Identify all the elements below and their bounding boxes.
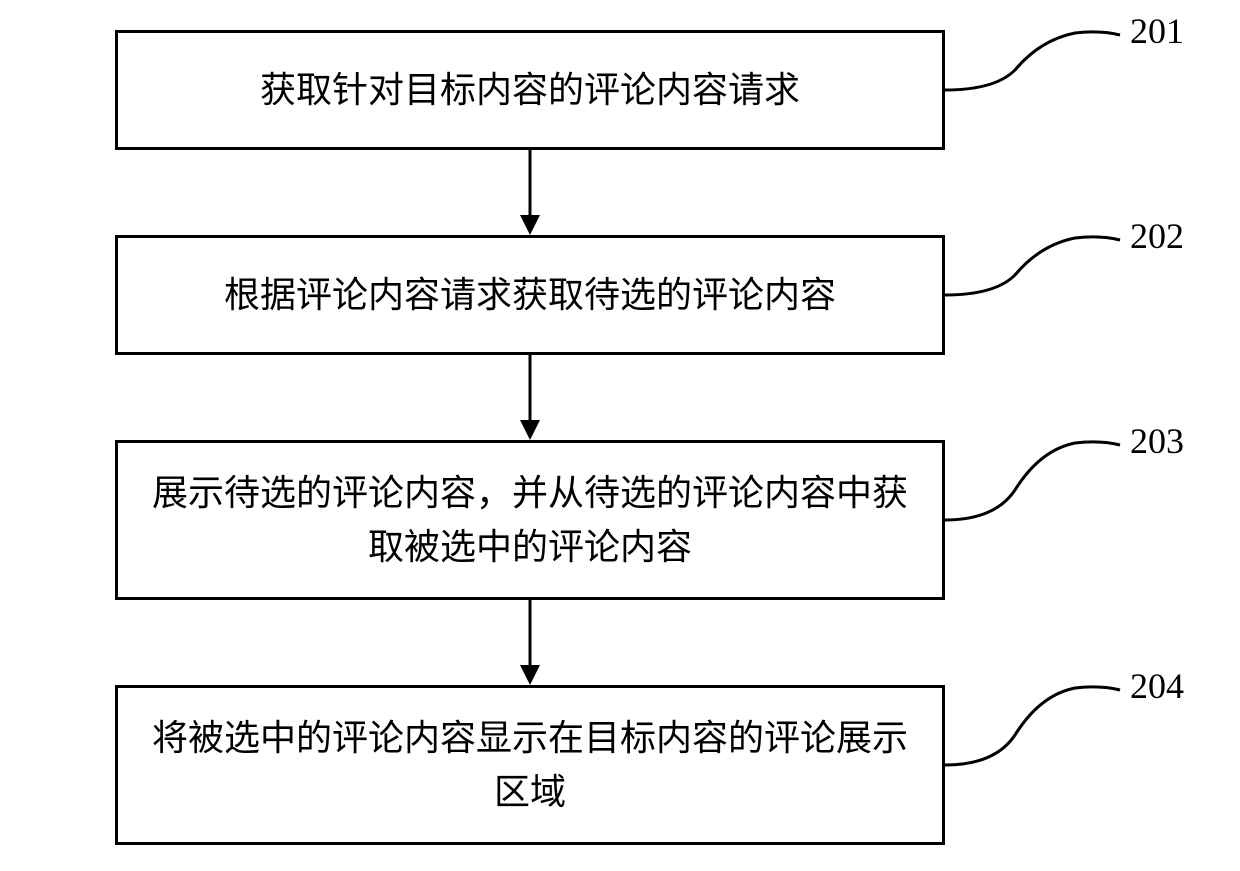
flow-step-203-text: 展示待选的评论内容，并从待选的评论内容中获取被选中的评论内容 bbox=[148, 466, 912, 574]
flow-step-204: 将被选中的评论内容显示在目标内容的评论展示区域 bbox=[115, 685, 945, 845]
curly-connector-203 bbox=[945, 425, 1125, 550]
step-label-202: 202 bbox=[1130, 215, 1184, 257]
flow-step-202: 根据评论内容请求获取待选的评论内容 bbox=[115, 235, 945, 355]
flow-step-201: 获取针对目标内容的评论内容请求 bbox=[115, 30, 945, 150]
step-label-201: 201 bbox=[1130, 10, 1184, 52]
flowchart-container: 获取针对目标内容的评论内容请求 201 根据评论内容请求获取待选的评论内容 20… bbox=[0, 0, 1240, 871]
flow-step-202-text: 根据评论内容请求获取待选的评论内容 bbox=[224, 268, 836, 322]
flow-step-204-text: 将被选中的评论内容显示在目标内容的评论展示区域 bbox=[148, 711, 912, 819]
curly-connector-202 bbox=[945, 220, 1125, 345]
flow-step-201-text: 获取针对目标内容的评论内容请求 bbox=[260, 63, 800, 117]
arrow-203-204 bbox=[515, 600, 545, 685]
arrow-201-202 bbox=[515, 150, 545, 235]
flow-step-203: 展示待选的评论内容，并从待选的评论内容中获取被选中的评论内容 bbox=[115, 440, 945, 600]
step-label-203: 203 bbox=[1130, 420, 1184, 462]
arrow-202-203 bbox=[515, 355, 545, 440]
curly-connector-201 bbox=[945, 15, 1125, 140]
step-label-204: 204 bbox=[1130, 665, 1184, 707]
curly-connector-204 bbox=[945, 670, 1125, 795]
